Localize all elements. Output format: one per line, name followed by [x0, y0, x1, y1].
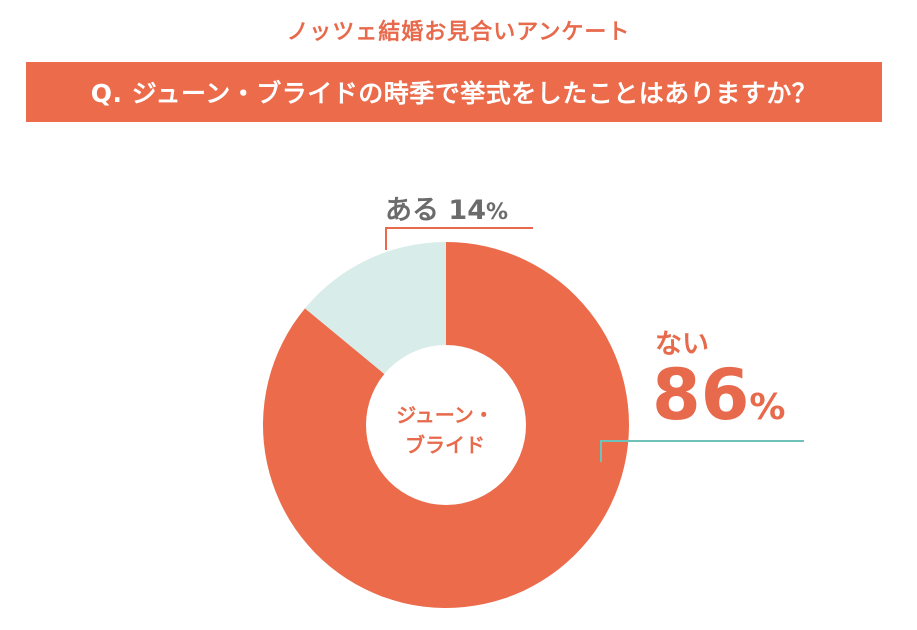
question-banner: Q. ジューン・ブライドの時季で挙式をしたことはありますか？	[26, 62, 882, 122]
center-label-line2: ブライド	[405, 433, 485, 457]
survey-title: ノッツェ結婚お見合いアンケート	[286, 20, 631, 45]
label-no-unit: %	[749, 387, 786, 428]
center-label: ジューン・ ブライド	[380, 400, 510, 460]
label-no-category: ない	[655, 329, 709, 360]
label-yes: ある 14%	[385, 188, 508, 227]
label-yes-value: 14	[448, 195, 486, 226]
leader-line-no	[600, 440, 804, 462]
label-no-value: 86	[652, 354, 750, 436]
leader-line-yes	[385, 227, 533, 250]
label-yes-unit: %	[485, 200, 509, 225]
center-label-line1: ジューン・	[396, 403, 494, 427]
label-no-value-wrap: 86%	[652, 355, 786, 435]
label-yes-category: ある	[385, 195, 439, 226]
donut-hole	[366, 345, 526, 505]
question-text: Q. ジューン・ブライドの時季で挙式をしたことはありますか？	[90, 79, 818, 108]
